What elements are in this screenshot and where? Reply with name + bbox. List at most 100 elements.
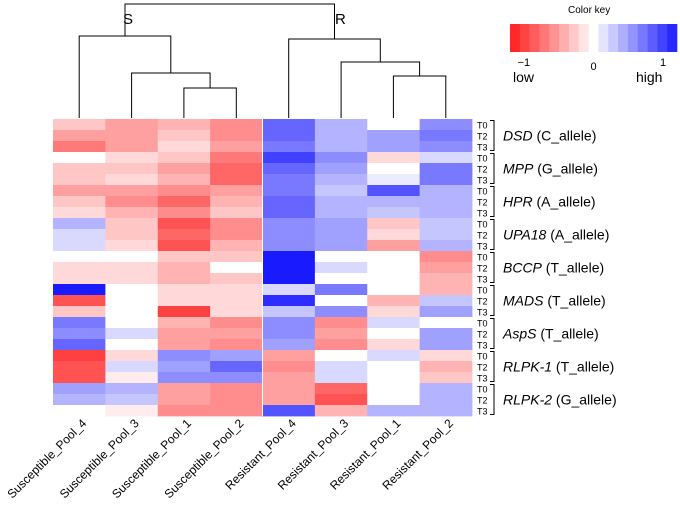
timepoint-label: T3 bbox=[477, 275, 488, 285]
heatmap-cell bbox=[262, 361, 316, 373]
timepoint-label: T0 bbox=[477, 121, 488, 131]
heatmap-cell bbox=[210, 240, 263, 252]
heatmap-cell bbox=[210, 405, 263, 417]
heatmap-cell bbox=[419, 317, 473, 329]
heatmap-cell bbox=[53, 130, 106, 142]
heatmap-cell bbox=[105, 317, 159, 329]
heatmap-cell bbox=[367, 174, 421, 186]
heatmap-cell bbox=[314, 295, 368, 307]
gene-name: AspS bbox=[502, 326, 537, 342]
color-key-swatch bbox=[568, 24, 580, 52]
heatmap-cell bbox=[419, 130, 473, 142]
heatmap-cell bbox=[419, 152, 473, 164]
color-key-tick-mid: 0 bbox=[590, 61, 596, 73]
heatmap-cell bbox=[157, 284, 211, 296]
heatmap-cell bbox=[157, 152, 211, 164]
heatmap-cell bbox=[314, 218, 368, 230]
heatmap-cells bbox=[53, 119, 473, 417]
heatmap-cell bbox=[53, 383, 106, 395]
heatmap-cell bbox=[53, 152, 106, 164]
color-key-swatch bbox=[598, 24, 609, 52]
heatmap-cell bbox=[157, 405, 211, 417]
heatmap-cell bbox=[367, 240, 421, 252]
heatmap-cell bbox=[419, 262, 473, 274]
heatmap-cell bbox=[262, 130, 316, 142]
heatmap-cell bbox=[157, 350, 211, 362]
gene-label: HPR (A_allele) bbox=[503, 194, 596, 210]
heatmap-cell bbox=[53, 229, 106, 241]
timepoint-label: T0 bbox=[477, 286, 488, 296]
heatmap-cell bbox=[314, 405, 368, 417]
heatmap-cell bbox=[262, 405, 316, 417]
heatmap-cell bbox=[262, 218, 316, 230]
heatmap-cell bbox=[419, 361, 473, 373]
column-dendrogram bbox=[78, 3, 447, 118]
heatmap-cell bbox=[314, 284, 368, 296]
heatmap-cell bbox=[105, 163, 159, 175]
heatmap-cell bbox=[367, 372, 421, 384]
timepoint-label: T0 bbox=[477, 154, 488, 164]
heatmap-cell bbox=[262, 317, 316, 329]
heatmap-cell bbox=[157, 339, 211, 351]
heatmap-cell bbox=[105, 339, 159, 351]
heatmap-cell bbox=[53, 196, 106, 208]
heatmap-cell bbox=[210, 218, 263, 230]
heatmap-cell bbox=[262, 295, 316, 307]
gene-name: MADS bbox=[503, 293, 544, 309]
dendrogram-branch bbox=[131, 72, 211, 118]
heatmap-cell bbox=[53, 317, 106, 329]
color-key-tick-low: −1 bbox=[518, 57, 531, 69]
heatmap-cell bbox=[157, 295, 211, 307]
heatmap-cell bbox=[53, 119, 106, 131]
heatmap-cell bbox=[419, 229, 473, 241]
timepoint-label: T0 bbox=[477, 253, 488, 263]
heatmap-cell bbox=[157, 229, 211, 241]
heatmap-cell bbox=[262, 163, 316, 175]
heatmap-cell bbox=[105, 229, 159, 241]
heatmap-cell bbox=[419, 405, 473, 417]
color-key-swatch bbox=[529, 24, 540, 52]
heatmap-cell bbox=[367, 196, 421, 208]
heatmap-cell bbox=[314, 152, 368, 164]
gene-allele: (T_allele) bbox=[542, 260, 604, 276]
heatmap-cell bbox=[105, 262, 159, 274]
heatmap-cell bbox=[262, 207, 316, 219]
color-key-swatch bbox=[578, 24, 589, 52]
heatmap-cell bbox=[314, 174, 368, 186]
heatmap-cell bbox=[210, 394, 263, 406]
color-key-swatch bbox=[588, 24, 599, 52]
heatmap-cell bbox=[262, 174, 316, 186]
heatmap-cell bbox=[210, 284, 263, 296]
heatmap-cell bbox=[210, 350, 263, 362]
color-key-swatch bbox=[519, 24, 530, 52]
heatmap-cell bbox=[210, 251, 263, 263]
heatmap-cell bbox=[367, 119, 421, 131]
heatmap-cell bbox=[157, 240, 211, 252]
heatmap-cell bbox=[210, 273, 263, 285]
dendrogram-branch bbox=[288, 38, 381, 118]
heatmap-cell bbox=[157, 130, 211, 142]
heatmap-cell bbox=[210, 229, 263, 241]
heatmap-cell bbox=[367, 394, 421, 406]
heatmap-cell bbox=[53, 306, 106, 318]
dendrogram-branch bbox=[340, 61, 421, 118]
heatmap-cell bbox=[210, 130, 263, 142]
heatmap-cell bbox=[210, 328, 263, 340]
heatmap-cell bbox=[314, 207, 368, 219]
heatmap-cell bbox=[419, 119, 473, 131]
color-key-swatch bbox=[608, 24, 619, 52]
color-key-swatch bbox=[510, 24, 521, 52]
timepoint-label: T0 bbox=[477, 319, 488, 329]
heatmap-cell bbox=[419, 207, 473, 219]
heatmap-cell bbox=[210, 196, 263, 208]
color-key-low-label: low bbox=[513, 69, 535, 85]
heatmap-cell bbox=[419, 251, 473, 263]
timepoint-label: T0 bbox=[477, 352, 488, 362]
heatmap-cell bbox=[367, 284, 421, 296]
heatmap-cell bbox=[157, 218, 211, 230]
heatmap-cell bbox=[314, 317, 368, 329]
timepoint-label: T2 bbox=[477, 264, 488, 274]
heatmap-cell bbox=[419, 218, 473, 230]
heatmap-cell bbox=[53, 207, 106, 219]
